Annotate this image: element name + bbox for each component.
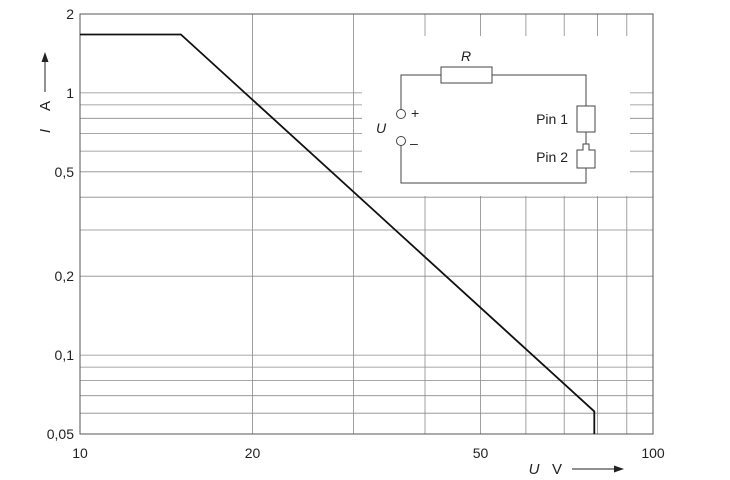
circuit-wire-bottom <box>400 145 587 184</box>
x-axis-arrowhead-icon <box>614 465 624 473</box>
pin-2-contact <box>576 143 596 169</box>
minus-label: – <box>410 135 418 151</box>
x-tick-label: 50 <box>473 445 489 461</box>
y-axis-arrowhead-icon <box>41 52 49 62</box>
y-axis-unit: A <box>37 101 54 111</box>
pin-1-label: Pin 1 <box>536 111 568 127</box>
circuit-wire-top-right <box>492 74 587 106</box>
resistor-label: R <box>461 48 471 64</box>
plus-label: + <box>411 105 419 121</box>
y-tick-label: 0,05 <box>47 426 74 442</box>
resistor <box>440 66 493 84</box>
x-axis-label: U V <box>529 461 624 478</box>
pin-2-label: Pin 2 <box>536 149 568 165</box>
x-tick-label: 20 <box>245 445 261 461</box>
y-tick-label: 2 <box>66 6 74 22</box>
x-axis-symbol: U <box>529 461 540 478</box>
x-tick-label: 10 <box>72 445 88 461</box>
y-tick-label: 1 <box>66 85 74 101</box>
y-tick-label: 0,2 <box>55 268 75 284</box>
y-axis-label: I A <box>37 52 54 133</box>
y-axis-symbol: I <box>37 129 54 133</box>
pin-1-contact <box>576 105 596 133</box>
terminal-plus-icon <box>396 109 406 119</box>
source-label: U <box>376 120 387 136</box>
x-tick-label: 100 <box>641 445 665 461</box>
plot-frame <box>79 13 654 435</box>
circuit-inset-diagram: R + – U Pin 1 Pin 2 <box>376 48 596 184</box>
terminal-minus-icon <box>396 136 406 146</box>
current-limit-curve <box>80 33 596 434</box>
circuit-wire-top-left <box>400 74 441 110</box>
tick-labels: 10 20 50 100 0,05 0,1 0,2 0,5 1 2 <box>47 6 665 461</box>
series-layer <box>80 33 596 434</box>
y-tick-label: 0,1 <box>55 347 75 363</box>
x-axis-unit: V <box>552 461 562 478</box>
y-tick-label: 0,5 <box>55 164 75 180</box>
